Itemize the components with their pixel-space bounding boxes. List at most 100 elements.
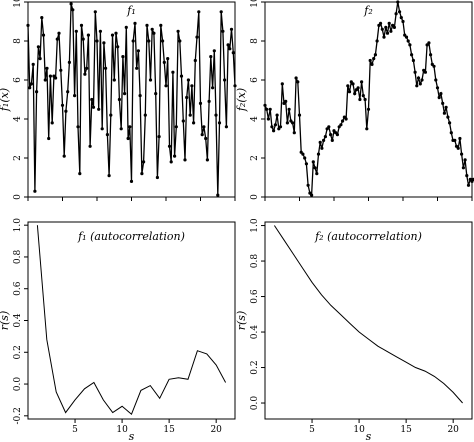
data-point [204,136,208,141]
data-point [418,82,422,86]
data-point [284,99,288,103]
data-point [193,58,197,63]
data-point [167,144,172,148]
data-point [64,109,68,113]
data-point [306,183,310,187]
data-point [434,78,438,82]
data-point [159,23,163,27]
data-point [291,121,295,125]
data-point [76,125,80,129]
y-tick-label: 6 [13,77,23,83]
chart-panel-4: f₂ (autocorrelation) 0.0 0.2 0.4 0.6 0.8 1.0 5 1… [235,218,473,442]
data-point [186,78,190,82]
data-point [57,31,61,35]
data-point [344,117,348,121]
data-point [214,113,218,117]
data-point [315,172,319,176]
data-point [86,33,90,37]
chart-title: f₁ [126,4,135,17]
data-point [166,57,170,61]
data-point [183,158,187,162]
chart-panel-1: f₁ 0 2 4 6 8 10 f₁(x) [0,0,237,201]
data-point [47,136,51,141]
data-point [188,113,192,117]
x-tick-label: 20 [210,425,222,435]
data-point [304,162,308,166]
data-point [223,78,227,82]
data-point [135,66,139,70]
data-point [458,136,462,141]
data-point [224,125,228,129]
data-point [67,60,71,64]
data-point [287,107,291,111]
data-point [437,95,441,100]
data-point [392,25,396,29]
data-point [145,23,149,27]
data-point [280,82,284,86]
data-point [373,53,377,57]
data-point [360,80,364,84]
data-point [59,68,63,72]
data-point [423,70,427,74]
y-tick-label: 1.0 [250,218,260,233]
x-tick-label: 5 [72,425,78,435]
y-axis-label: r(s) [235,311,248,331]
data-point [181,119,185,123]
data-point [221,29,225,33]
data-point [270,125,274,129]
data-point [263,103,267,107]
x-tick-label: 10 [353,425,365,435]
data-point [154,92,158,96]
data-point [396,0,400,4]
chart-title: f₁ (autocorrelation) [77,230,185,243]
y-tick-label: 2 [250,155,260,161]
data-point [173,154,177,158]
data-point [382,35,386,39]
data-point [361,94,365,98]
data-point [233,84,237,88]
y-tick-label: 0.8 [250,254,260,269]
data-point [45,66,49,70]
data-point [310,193,314,197]
data-point [356,86,360,90]
data-point [408,43,412,47]
data-point [266,117,270,121]
data-point [366,107,371,111]
plot-frame [27,221,236,420]
data-point [410,53,414,57]
data-point [401,19,405,24]
data-point [311,160,315,164]
data-point [461,166,465,170]
data-point [147,39,151,43]
data-point [375,39,379,43]
data-point [126,136,130,141]
data-point [323,135,327,139]
data-point [121,55,125,59]
data-point [95,39,99,43]
data-point [60,103,65,107]
data-point [161,39,165,43]
y-tick-label: 6 [250,77,260,83]
y-tick-label: 1.0 [13,218,23,233]
series-line [264,1,474,197]
data-point [36,45,41,49]
data-point [48,74,53,78]
chart-title: f₂ (autocorrelation) [314,230,422,243]
data-point [133,21,137,25]
data-point [31,62,35,66]
y-tick-label: 4 [13,116,23,122]
y-tick-label: 0 [13,194,23,200]
data-point [318,140,322,144]
data-point [212,49,216,53]
data-point [339,123,343,127]
data-point [169,160,173,164]
data-point [385,31,390,35]
data-point [313,166,317,170]
y-tick-label: 2 [13,155,23,161]
data-point [205,158,209,162]
data-point [446,115,450,119]
data-point [219,10,223,14]
data-point [85,66,89,70]
data-point [155,175,159,180]
